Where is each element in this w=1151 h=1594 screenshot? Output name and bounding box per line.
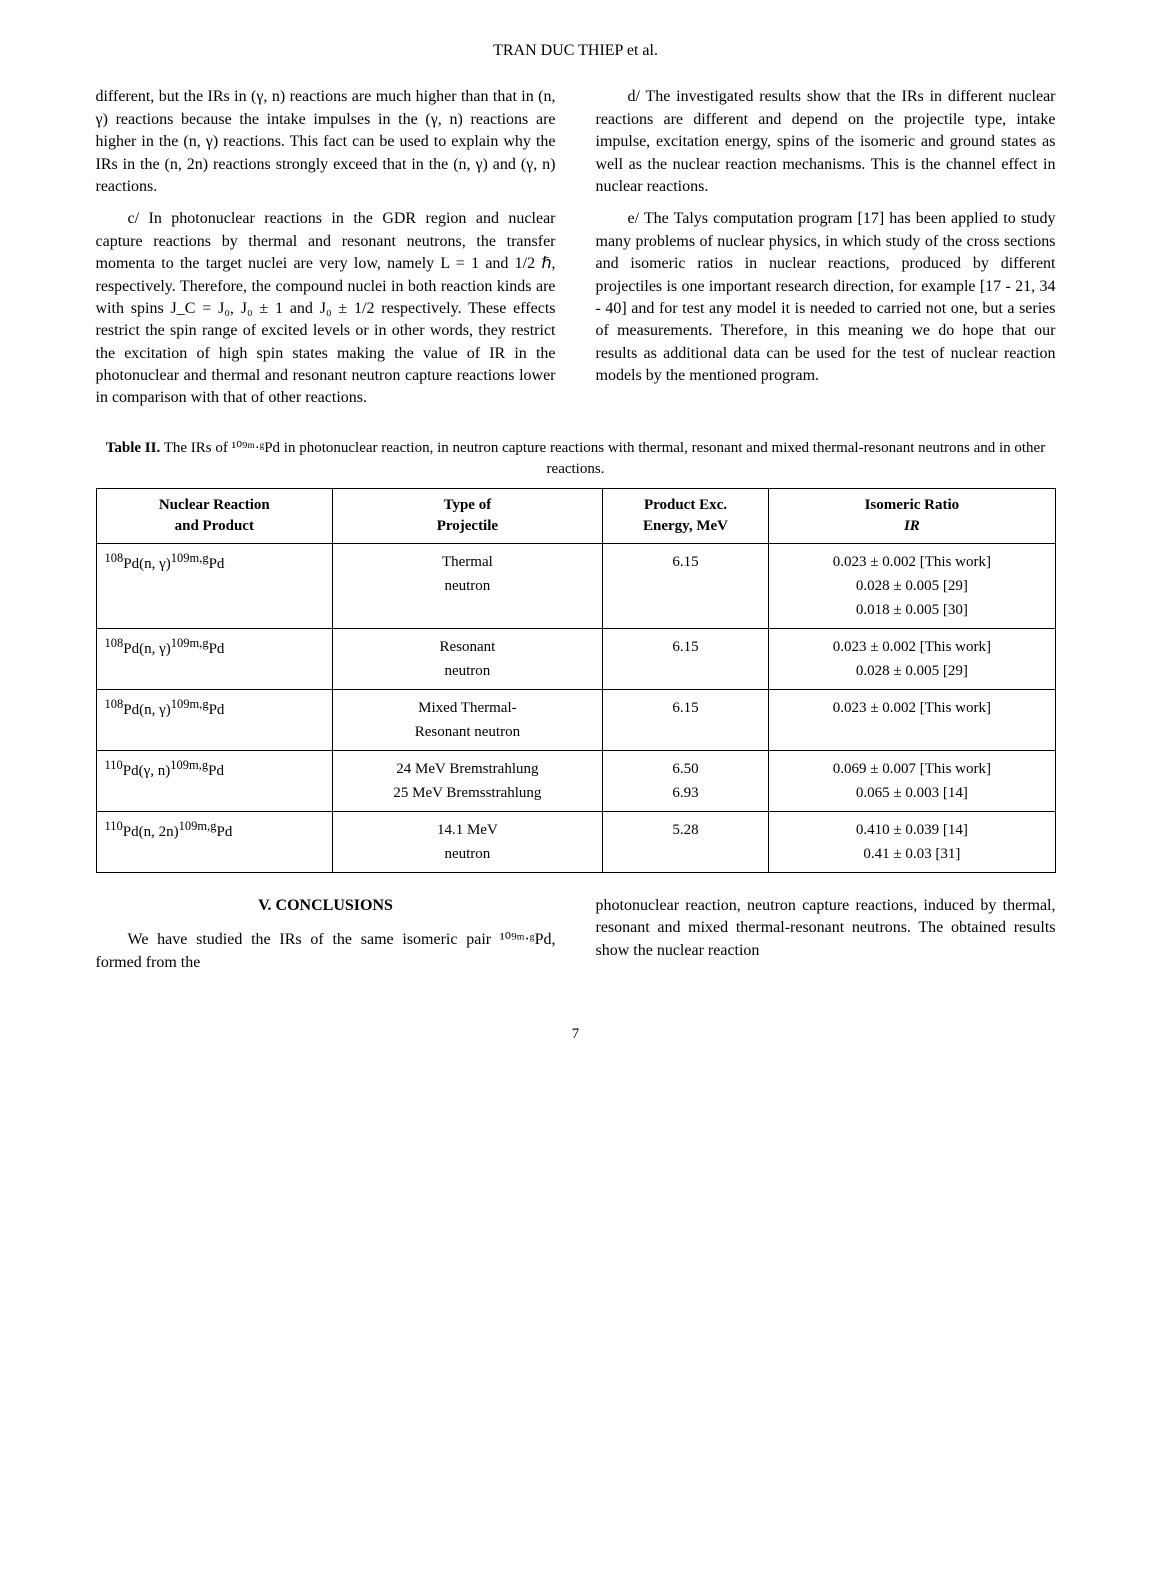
cell-reaction: 110Pd(n, 2n)109m,gPd [96, 811, 333, 872]
cell-energy: 5.28 [602, 811, 769, 872]
cell-energy: 6.15 [602, 628, 769, 689]
conclusions-left: V. CONCLUSIONS We have studied the IRs o… [96, 873, 556, 984]
cell-ir: 0.069 ± 0.007 [This work]0.065 ± 0.003 [… [769, 750, 1055, 811]
body-left-p1: different, but the IRs in (γ, n) reactio… [96, 86, 556, 198]
cell-projectile: Resonantneutron [333, 628, 603, 689]
body-right-p1: d/ The investigated results show that th… [596, 86, 1056, 198]
col-header-projectile: Type of Projectile [333, 488, 603, 543]
col-header-reaction: Nuclear Reaction and Product [96, 488, 333, 543]
cell-reaction: 110Pd(γ, n)109m,gPd [96, 750, 333, 811]
body-columns: different, but the IRs in (γ, n) reactio… [96, 86, 1056, 419]
table-caption-prefix: Table II. [106, 440, 160, 456]
right-column: d/ The investigated results show that th… [596, 86, 1056, 419]
col-header-energy-l1: Product Exc. [644, 497, 727, 513]
conclusions-columns: V. CONCLUSIONS We have studied the IRs o… [96, 873, 1056, 984]
conclusions-heading: V. CONCLUSIONS [96, 895, 556, 917]
cell-ir: 0.023 ± 0.002 [This work]0.028 ± 0.005 [… [769, 543, 1055, 628]
table-row: 108Pd(n, γ)109m,gPdResonantneutron6.150.… [96, 628, 1055, 689]
body-right-p2: e/ The Talys computation program [17] ha… [596, 208, 1056, 387]
isomeric-ratio-table: Nuclear Reaction and Product Type of Pro… [96, 488, 1056, 873]
cell-energy: 6.15 [602, 689, 769, 750]
table-row: 110Pd(n, 2n)109m,gPd14.1 MeVneutron5.280… [96, 811, 1055, 872]
cell-projectile: Thermalneutron [333, 543, 603, 628]
cell-reaction: 108Pd(n, γ)109m,gPd [96, 628, 333, 689]
col-header-ir-l2: IR [904, 518, 920, 534]
table-body: 108Pd(n, γ)109m,gPdThermalneutron6.150.0… [96, 543, 1055, 872]
page-number: 7 [96, 1024, 1056, 1045]
cell-projectile: Mixed Thermal-Resonant neutron [333, 689, 603, 750]
cell-ir: 0.410 ± 0.039 [14]0.41 ± 0.03 [31] [769, 811, 1055, 872]
cell-ir: 0.023 ± 0.002 [This work] [769, 689, 1055, 750]
col-header-energy: Product Exc. Energy, MeV [602, 488, 769, 543]
cell-energy: 6.15 [602, 543, 769, 628]
col-header-ir: Isomeric Ratio IR [769, 488, 1055, 543]
cell-reaction: 108Pd(n, γ)109m,gPd [96, 689, 333, 750]
cell-projectile: 14.1 MeVneutron [333, 811, 603, 872]
conclusions-right-p1: photonuclear reaction, neutron capture r… [596, 895, 1056, 962]
table-caption: Table II. The IRs of ¹⁰⁹ᵐ·ᵍPd in photonu… [96, 438, 1056, 480]
col-header-energy-l2: Energy, MeV [643, 518, 728, 534]
col-header-ir-l1: Isomeric Ratio [865, 497, 960, 513]
col-header-reaction-l1: Nuclear Reaction [159, 497, 270, 513]
table-header-row: Nuclear Reaction and Product Type of Pro… [96, 488, 1055, 543]
table-row: 108Pd(n, γ)109m,gPdThermalneutron6.150.0… [96, 543, 1055, 628]
cell-energy: 6.506.93 [602, 750, 769, 811]
body-left-p2: c/ In photonuclear reactions in the GDR … [96, 208, 556, 410]
running-head: TRAN DUC THIEP et al. [96, 40, 1056, 62]
cell-reaction: 108Pd(n, γ)109m,gPd [96, 543, 333, 628]
table-row: 108Pd(n, γ)109m,gPdMixed Thermal-Resonan… [96, 689, 1055, 750]
conclusions-right: photonuclear reaction, neutron capture r… [596, 873, 1056, 984]
conclusions-left-p1: We have studied the IRs of the same isom… [96, 929, 556, 974]
col-header-projectile-l1: Type of [444, 497, 492, 513]
table-caption-text: The IRs of ¹⁰⁹ᵐ·ᵍPd in photonuclear reac… [160, 440, 1045, 477]
col-header-reaction-l2: and Product [175, 518, 254, 534]
cell-projectile: 24 MeV Bremstrahlung25 MeV Bremsstrahlun… [333, 750, 603, 811]
left-column: different, but the IRs in (γ, n) reactio… [96, 86, 556, 419]
cell-ir: 0.023 ± 0.002 [This work]0.028 ± 0.005 [… [769, 628, 1055, 689]
col-header-projectile-l2: Projectile [437, 518, 498, 534]
table-row: 110Pd(γ, n)109m,gPd24 MeV Bremstrahlung2… [96, 750, 1055, 811]
